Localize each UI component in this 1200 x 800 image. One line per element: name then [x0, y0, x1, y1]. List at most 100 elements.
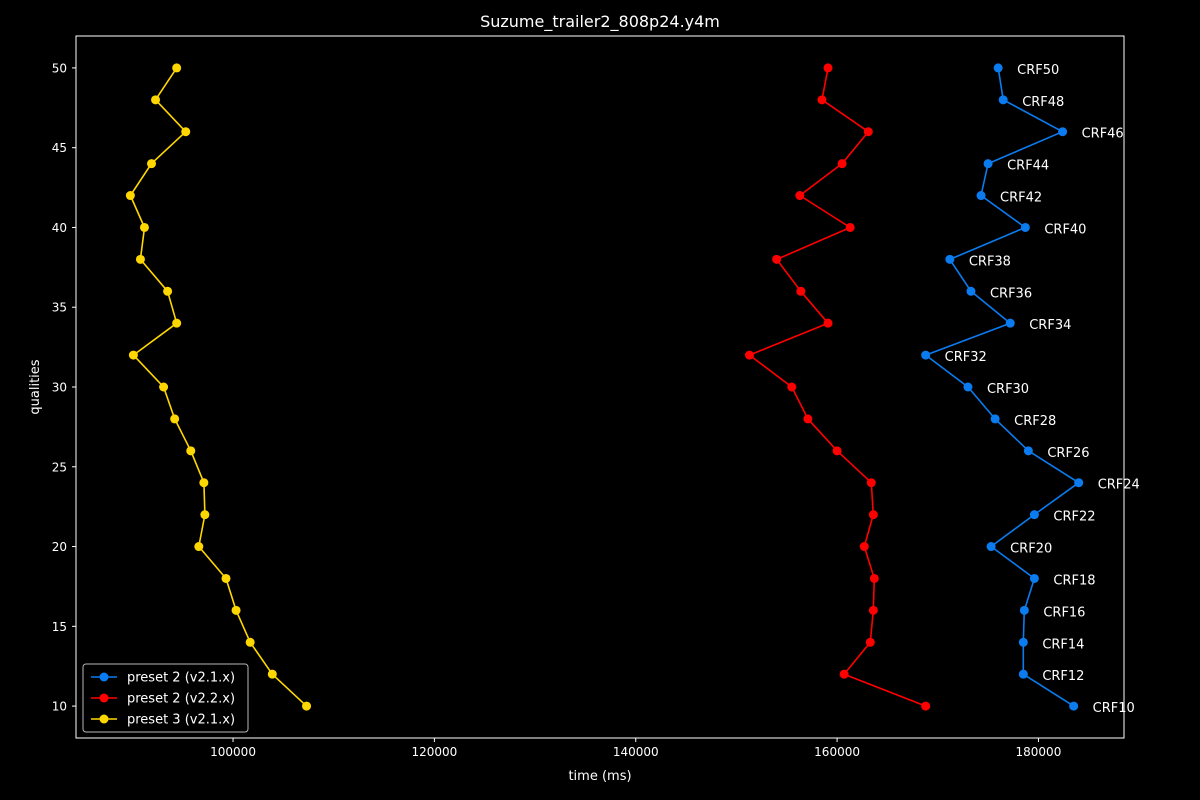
data-point	[151, 95, 161, 105]
data-point	[139, 222, 149, 232]
data-point	[817, 95, 827, 105]
series-3	[125, 63, 312, 711]
data-point	[963, 382, 973, 392]
data-point	[172, 318, 182, 328]
data-point	[245, 637, 255, 647]
data-point	[1069, 701, 1079, 711]
data-point	[221, 573, 231, 583]
data-point	[1018, 669, 1028, 679]
data-point	[983, 159, 993, 169]
series-layer	[125, 63, 1084, 711]
data-point	[267, 669, 277, 679]
data-point	[231, 605, 241, 615]
point-labels: CRF10 CRF12 CRF14 CRF16 CRF18 CRF20 CRF22 CRF24…	[945, 63, 1140, 716]
point-label: CRF28	[1014, 414, 1056, 429]
data-point	[1020, 222, 1030, 232]
data-point	[772, 254, 782, 264]
point-label: CRF48	[1022, 95, 1064, 110]
point-label: CRF32	[945, 350, 987, 365]
data-point	[1029, 510, 1039, 520]
data-point	[135, 254, 145, 264]
data-point	[194, 542, 204, 552]
point-label: CRF24	[1098, 478, 1140, 493]
x-tick-label: 100000	[210, 745, 256, 759]
legend-marker	[99, 714, 109, 724]
data-point	[1074, 478, 1084, 488]
data-point	[866, 478, 876, 488]
point-label: CRF18	[1053, 573, 1095, 588]
point-label: CRF50	[1017, 63, 1059, 78]
data-point	[837, 159, 847, 169]
y-axis-ticks: 10 15 20 25 30 35 40 45 50	[52, 61, 76, 714]
data-point	[795, 191, 805, 201]
point-label: CRF26	[1047, 446, 1089, 461]
x-axis-ticks: 100000 120000 140000 160000 180000	[210, 738, 1061, 759]
legend-label: preset 2 (v2.1.x)	[127, 671, 235, 686]
data-point	[945, 254, 955, 264]
y-tick-label: 35	[52, 301, 67, 315]
data-point	[163, 286, 173, 296]
x-tick-label: 120000	[411, 745, 457, 759]
data-point	[986, 542, 996, 552]
point-label: CRF36	[990, 286, 1032, 301]
data-point	[170, 414, 180, 424]
data-point	[803, 414, 813, 424]
data-point	[868, 605, 878, 615]
data-point	[921, 350, 931, 360]
data-point	[186, 446, 196, 456]
x-tick-label: 140000	[613, 745, 659, 759]
data-point	[159, 382, 169, 392]
data-point	[868, 510, 878, 520]
legend-marker	[99, 672, 109, 682]
point-label: CRF42	[1000, 191, 1042, 206]
y-tick-label: 40	[52, 221, 67, 235]
data-point	[1018, 637, 1028, 647]
data-point	[1005, 318, 1015, 328]
data-point	[744, 350, 754, 360]
y-tick-label: 10	[52, 700, 67, 714]
data-point	[839, 669, 849, 679]
data-point	[998, 95, 1008, 105]
point-label: CRF40	[1044, 222, 1086, 237]
data-point	[172, 63, 182, 73]
data-point	[859, 542, 869, 552]
point-label: CRF22	[1053, 510, 1095, 525]
x-tick-label: 180000	[1016, 745, 1062, 759]
data-point	[993, 63, 1003, 73]
series-2	[744, 63, 931, 711]
data-point	[125, 191, 135, 201]
point-label: CRF46	[1082, 127, 1124, 142]
point-label: CRF34	[1029, 318, 1071, 333]
data-point	[199, 478, 209, 488]
legend-marker	[99, 693, 109, 703]
point-label: CRF20	[1010, 542, 1052, 557]
point-label: CRF10	[1093, 701, 1135, 716]
legend-box	[82, 663, 249, 733]
data-point	[845, 222, 855, 232]
data-point	[823, 318, 833, 328]
data-point	[796, 286, 806, 296]
data-point	[128, 350, 138, 360]
point-label: CRF44	[1007, 159, 1049, 174]
y-tick-label: 25	[52, 460, 67, 474]
data-point	[865, 637, 875, 647]
point-label: CRF12	[1042, 669, 1084, 684]
x-tick-label: 160000	[814, 745, 860, 759]
data-point	[966, 286, 976, 296]
legend: preset 2 (v2.1.x) preset 2 (v2.2.x) preset…	[82, 663, 249, 733]
legend-label: preset 2 (v2.2.x)	[127, 692, 235, 707]
data-point	[863, 127, 873, 137]
data-point	[990, 414, 1000, 424]
series-1	[921, 63, 1084, 711]
legend-label: preset 3 (v2.1.x)	[127, 713, 235, 728]
data-point	[200, 510, 210, 520]
point-label: CRF30	[987, 382, 1029, 397]
data-point	[181, 127, 191, 137]
data-point	[147, 159, 157, 169]
data-point	[921, 701, 931, 711]
data-point	[976, 191, 986, 201]
data-point	[787, 382, 797, 392]
data-point	[1029, 573, 1039, 583]
